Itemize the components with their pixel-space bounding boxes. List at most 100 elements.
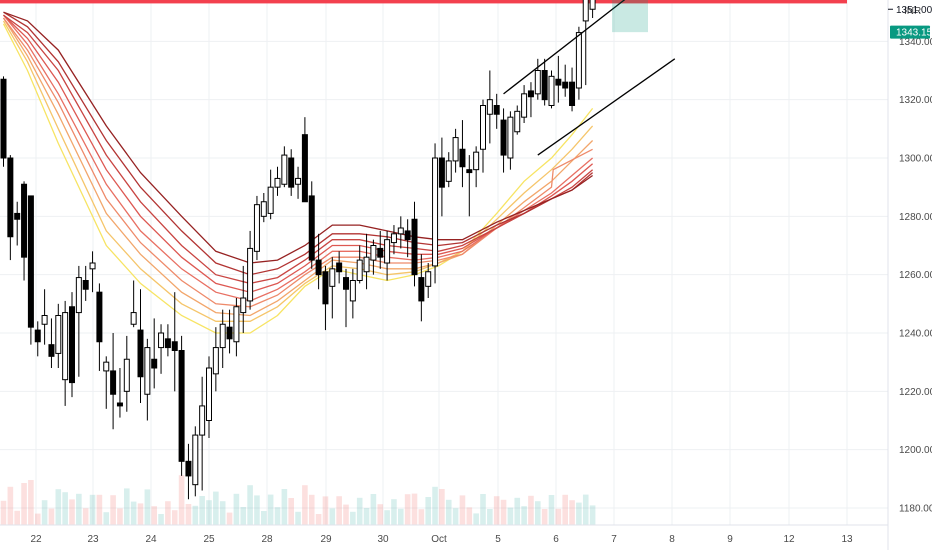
volume-bar (76, 493, 82, 525)
y-tick-label: 1180.00 (899, 504, 932, 515)
candle-up (582, 0, 589, 22)
volume-bar (254, 495, 260, 525)
candle-up (260, 201, 267, 217)
candle-down (377, 247, 384, 258)
volume-bar (473, 513, 479, 525)
y-tick-label: 1340.00 (899, 37, 932, 48)
candle-down (7, 157, 14, 238)
time-axis[interactable]: 22 23 24 25 28 29 30 Oct 5 6 7 8 9 12 13 (30, 534, 853, 545)
candle-down (14, 212, 21, 220)
candle-down (185, 460, 192, 477)
candle-up (295, 177, 302, 185)
volume-bar (425, 497, 431, 525)
candle-down (322, 271, 329, 305)
x-tick-label: 8 (669, 534, 675, 545)
x-tick-label: 9 (727, 534, 733, 545)
candle-up (486, 99, 493, 115)
volume-bar (452, 508, 459, 525)
candle-down (500, 119, 507, 156)
x-tick-label: 13 (841, 534, 853, 545)
x-tick-label: 5 (495, 534, 501, 545)
volume-bar (48, 508, 55, 525)
volume-bar (185, 504, 192, 525)
x-tick-label: 22 (30, 534, 42, 545)
candle-up (240, 297, 247, 314)
candle-down (411, 218, 418, 276)
y-tick-label: 1240.00 (899, 329, 932, 340)
candle-up (130, 312, 137, 325)
candle-down (527, 90, 534, 98)
target-box (612, 0, 648, 33)
volume-bar (137, 503, 144, 525)
candle-down (137, 329, 144, 378)
volume-bar (69, 499, 75, 525)
candle-up (212, 347, 219, 375)
candle-up (548, 75, 555, 107)
volume-bar (439, 489, 445, 525)
volume-bar (28, 480, 34, 525)
candle-down (0, 78, 7, 159)
y-tick-label: 1300.00 (899, 154, 932, 165)
candle-up (349, 280, 356, 302)
ema-line (3, 11, 593, 264)
volume-bar (117, 508, 123, 525)
volume-bar (7, 486, 14, 525)
volume-bar (418, 509, 425, 525)
x-tick-label: 25 (203, 534, 215, 545)
volume-bar (377, 504, 384, 525)
candle-down (315, 259, 322, 276)
y-tick-label: 1260.00 (899, 270, 932, 281)
candle-up (144, 347, 151, 395)
candle-up (425, 271, 432, 287)
candle-up (281, 154, 288, 185)
volume-bar (487, 509, 493, 525)
volume-bar (363, 508, 370, 525)
y-tick-label: 1320.00 (899, 95, 932, 106)
candle-up (267, 186, 274, 214)
volume-bar (0, 500, 7, 525)
candle-up (514, 110, 521, 133)
x-tick-label: 28 (261, 534, 273, 545)
candle-up (356, 259, 363, 282)
candle-down (466, 169, 473, 174)
x-tick-label: 7 (611, 534, 617, 545)
candle-down (48, 344, 55, 357)
volume-bar (541, 509, 548, 525)
volume-bar (192, 505, 199, 525)
volume-bar (199, 496, 205, 525)
volume-bar (55, 489, 62, 525)
volume-bar (589, 505, 596, 525)
candle-down (27, 195, 34, 328)
candlestick-series (0, 0, 596, 500)
candle-down (541, 70, 548, 101)
candle-down (336, 262, 343, 273)
candle-up (473, 151, 480, 171)
volume-bar (343, 504, 349, 525)
volume-bar (329, 508, 336, 525)
volume-bar (124, 488, 130, 525)
x-tick-label: 6 (553, 534, 559, 545)
candle-up (329, 268, 336, 287)
candle-up (384, 239, 391, 264)
volume-bar (322, 496, 329, 525)
volume-bar (432, 486, 438, 525)
volume-bar (370, 494, 377, 525)
price-marker-label: 1343.15 (896, 28, 932, 39)
candle-up (199, 405, 206, 436)
price-axis[interactable]: 1460.001440.001420.001400.001380.001360.… (899, 0, 932, 515)
candle-up (253, 204, 260, 252)
candle-down (555, 78, 562, 86)
volume-bar (466, 507, 473, 525)
candle-up (206, 367, 212, 421)
candle-up (89, 262, 96, 270)
candle-down (164, 338, 171, 349)
ema-line (2, 14, 594, 302)
candle-up (363, 256, 370, 273)
volume-bar (233, 493, 240, 525)
volume-bar (398, 508, 404, 525)
drawing-tools (503, 0, 676, 156)
resistance-zone (0, 0, 847, 4)
candle-up (123, 358, 130, 392)
candle-down (178, 350, 185, 462)
